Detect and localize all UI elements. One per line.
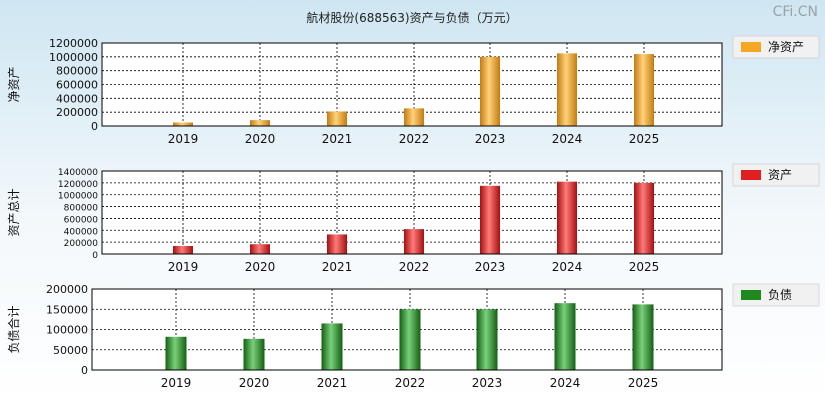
- plot-frame: [101, 170, 723, 255]
- bar-2025: [634, 54, 654, 126]
- x-tick-label: 2021: [322, 260, 353, 274]
- bar-2019: [165, 336, 187, 370]
- y-tick-label: 1200000: [58, 180, 98, 190]
- y-tick-label: 200000: [56, 106, 98, 119]
- bar-2019: [173, 245, 193, 254]
- bar-2021: [327, 234, 347, 254]
- legend-label: 净资产: [768, 40, 804, 54]
- x-tick-label: 2024: [550, 376, 581, 390]
- y-tick-label: 400000: [56, 92, 98, 105]
- y-tick-label: 400000: [64, 227, 99, 237]
- y-tick-label: 0: [91, 120, 98, 133]
- y-tick-label: 1000000: [58, 192, 98, 202]
- x-tick-label: 2024: [552, 132, 583, 146]
- legend-label: 负债: [768, 288, 792, 302]
- y-tick-label: 1200000: [49, 37, 98, 50]
- y-axis-label: 资产总计: [7, 188, 21, 236]
- x-tick-label: 2019: [161, 376, 192, 390]
- x-tick-label: 2022: [399, 132, 430, 146]
- x-tick-label: 2019: [168, 260, 199, 274]
- y-tick-label: 1400000: [58, 168, 98, 178]
- plot-frame: [91, 288, 723, 371]
- bar-2023: [480, 56, 500, 127]
- legend-swatch: [741, 170, 761, 180]
- bar-2024: [554, 303, 576, 370]
- y-tick-label: 200000: [64, 239, 99, 249]
- bar-2021: [327, 111, 347, 126]
- watermark: CFi.CN: [773, 4, 818, 20]
- x-tick-label: 2025: [628, 376, 659, 390]
- y-tick-label: 1000000: [49, 51, 98, 64]
- legend-box: [732, 35, 820, 59]
- legend-box: [732, 283, 820, 307]
- x-tick-label: 2023: [472, 376, 503, 390]
- x-tick-label: 2022: [395, 376, 426, 390]
- x-tick-label: 2023: [475, 132, 506, 146]
- bar-2019: [173, 122, 193, 126]
- y-axis-label: 负债合计: [6, 305, 21, 353]
- bar-2022: [399, 309, 421, 370]
- legend-swatch: [741, 42, 761, 52]
- bar-2022: [404, 108, 424, 126]
- y-tick-label: 200000: [46, 283, 88, 296]
- x-tick-label: 2020: [245, 260, 276, 274]
- y-tick-label: 600000: [64, 215, 99, 225]
- chart-title: 航材股份(688563)资产与负债（万元）: [306, 10, 517, 25]
- bar-2022: [404, 229, 424, 254]
- y-tick-label: 0: [81, 364, 88, 377]
- bar-2020: [250, 244, 270, 254]
- y-tick-label: 150000: [46, 303, 88, 316]
- x-tick-label: 2023: [475, 260, 506, 274]
- x-tick-label: 2021: [322, 132, 353, 146]
- y-tick-label: 50000: [53, 344, 88, 357]
- bar-2024: [557, 53, 577, 126]
- y-tick-label: 0: [92, 251, 98, 261]
- x-tick-label: 2025: [629, 132, 660, 146]
- y-tick-label: 100000: [46, 324, 88, 337]
- y-tick-label: 600000: [56, 79, 98, 92]
- x-tick-label: 2020: [239, 376, 270, 390]
- y-axis-label: 净资产: [7, 66, 21, 102]
- x-tick-label: 2019: [168, 132, 199, 146]
- bar-2023: [476, 309, 498, 370]
- x-tick-label: 2025: [629, 260, 660, 274]
- legend-swatch: [741, 290, 761, 300]
- legend-label: 资产: [768, 168, 792, 182]
- bar-2021: [321, 323, 343, 370]
- x-tick-label: 2020: [245, 132, 276, 146]
- x-tick-label: 2022: [399, 260, 430, 274]
- bar-2020: [243, 338, 265, 370]
- y-tick-label: 800000: [64, 204, 99, 214]
- y-tick-label: 800000: [56, 65, 98, 78]
- x-tick-label: 2021: [317, 376, 348, 390]
- bar-2024: [557, 181, 577, 254]
- plot-frame: [101, 42, 723, 127]
- bar-2025: [634, 182, 654, 254]
- bar-2020: [250, 120, 270, 126]
- bar-2023: [480, 185, 500, 254]
- bar-2025: [632, 304, 654, 370]
- x-tick-label: 2024: [552, 260, 583, 274]
- legend-box: [732, 163, 820, 187]
